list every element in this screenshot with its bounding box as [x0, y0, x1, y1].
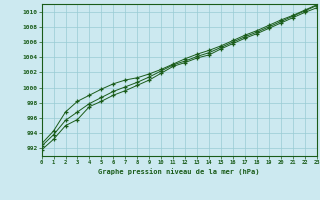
X-axis label: Graphe pression niveau de la mer (hPa): Graphe pression niveau de la mer (hPa) [99, 168, 260, 175]
